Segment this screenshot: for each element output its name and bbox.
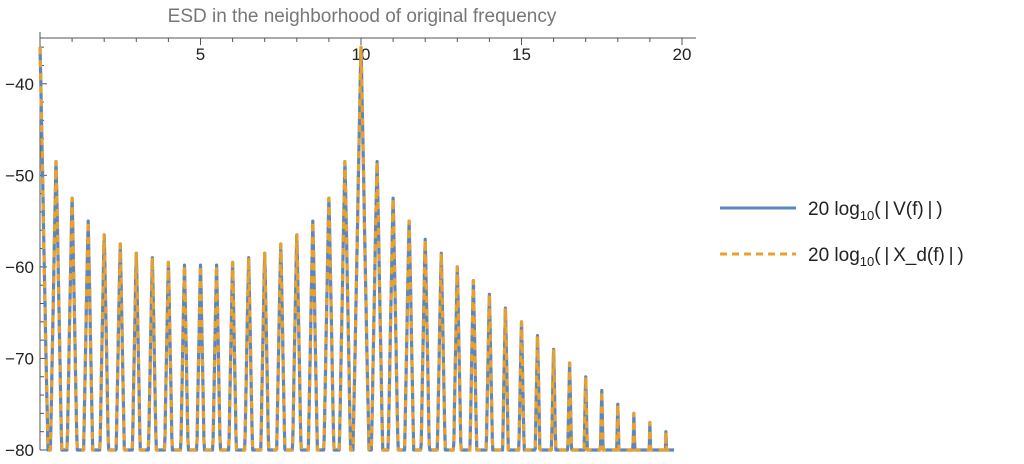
y-tick-label: −50 [5, 166, 34, 185]
legend-xd-tail: ( | X_d(f) | ) [874, 245, 963, 266]
legend-xd-main: 20 log [808, 245, 860, 266]
chart-title: ESD in the neighborhood of original freq… [168, 6, 557, 27]
y-tick-label: −70 [5, 349, 34, 368]
legend-v-main: 20 log [808, 199, 860, 220]
legend-v-tail: ( | V(f) | ) [874, 199, 942, 220]
series-xd-line [38, 45, 675, 452]
x-tick-label: 15 [512, 45, 531, 64]
legend: 20 log10( | V(f) | ) 20 log10( | X_d(f) … [720, 199, 964, 269]
plot-area [38, 45, 675, 452]
legend-label-xd: 20 log10( | X_d(f) | ) [808, 245, 964, 269]
x-tick-label: 5 [196, 45, 205, 64]
y-tick-label: −60 [5, 258, 34, 277]
legend-label-v: 20 log10( | V(f) | ) [808, 199, 943, 223]
x-tick-label: 20 [673, 45, 692, 64]
y-tick-label: −80 [5, 441, 34, 460]
y-tick-label: −40 [5, 75, 34, 94]
legend-v-sub: 10 [860, 208, 874, 223]
legend-xd-sub: 10 [860, 254, 874, 269]
